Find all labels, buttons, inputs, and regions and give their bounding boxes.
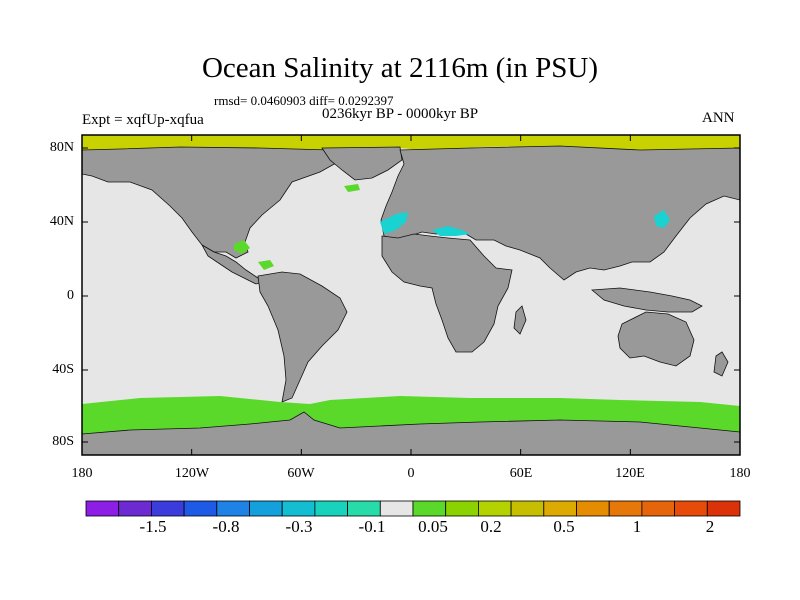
colorbar-swatch <box>608 500 643 517</box>
colorbar-swatch <box>445 500 479 517</box>
anomaly-nordic-seas <box>344 184 360 192</box>
lon-label-60e: 60E <box>509 466 533 481</box>
lon-label-60w: 60W <box>287 466 315 481</box>
lon-label-180e: 180 <box>729 466 751 481</box>
colorbar-swatch <box>706 500 741 517</box>
land-madagascar <box>513 305 527 335</box>
experiment-label: Expt = xqfUp-xqfua <box>82 112 204 128</box>
land-new-zealand <box>713 351 729 377</box>
lon-label-120w: 120W <box>174 466 210 481</box>
colorbar-swatch <box>249 500 283 517</box>
colorbar-swatch <box>314 500 348 517</box>
colorbar-swatch <box>150 500 185 517</box>
lon-label-180w: 180 <box>71 466 93 481</box>
land-antarctica <box>82 411 740 455</box>
land-south-america <box>257 271 348 403</box>
anomaly-gulf-of-mexico <box>234 240 250 254</box>
lat-label-80s: 80S <box>52 434 74 449</box>
stats-label: rmsd= 0.0460903 diff= 0.0292397 <box>214 93 394 108</box>
period-label: 0236kyr BP - 0000kyr BP <box>322 106 479 122</box>
lon-label-0: 0 <box>407 466 415 481</box>
colorbar-label: 1 <box>632 517 642 536</box>
colorbar-swatch <box>510 500 545 517</box>
colorbar-swatch <box>118 500 152 517</box>
map-title: Ocean Salinity at 2116m (in PSU) <box>201 52 599 84</box>
colorbar-label: -0.8 <box>212 517 240 536</box>
colorbar-swatch <box>347 500 381 517</box>
land-africa <box>381 233 513 353</box>
lat-label-40n: 40N <box>49 214 74 229</box>
colorbar-label: -0.1 <box>358 517 386 536</box>
colorbar-swatch <box>641 500 676 517</box>
lon-label-120e: 120E <box>615 466 645 481</box>
anomaly-mediterranean <box>432 226 470 236</box>
lat-label-0: 0 <box>67 288 74 303</box>
colorbar-swatch <box>281 500 316 517</box>
anomaly-north-atlantic-east <box>380 212 408 234</box>
lat-label-40s: 40S <box>52 362 74 377</box>
colorbar-swatch <box>412 500 447 517</box>
colorbar-swatch <box>216 500 250 517</box>
colorbar-label: 0.2 <box>480 517 502 536</box>
axis-ticks <box>81 135 741 455</box>
colorbar-label: 2 <box>705 517 715 536</box>
colorbar-swatch <box>183 500 218 517</box>
colorbar-swatch <box>477 500 512 517</box>
anomaly-caribbean <box>258 260 274 270</box>
colorbar-swatch <box>85 500 120 517</box>
colorbar-label: -0.3 <box>285 517 313 536</box>
colorbar-label: 0.5 <box>553 517 575 536</box>
colorbar <box>85 500 741 517</box>
land-australia <box>617 311 695 367</box>
colorbar-swatch <box>576 500 610 517</box>
anomaly-sea-of-japan <box>654 210 670 228</box>
colorbar-swatch <box>543 500 577 517</box>
land-maritime-continent <box>590 287 703 313</box>
colorbar-swatch <box>674 500 708 517</box>
colorbar-swatch <box>379 500 414 517</box>
season-label: ANN <box>702 110 735 126</box>
colorbar-label: -1.5 <box>139 517 167 536</box>
lat-label-80n: 80N <box>49 140 74 155</box>
colorbar-label: 0.05 <box>418 517 448 536</box>
